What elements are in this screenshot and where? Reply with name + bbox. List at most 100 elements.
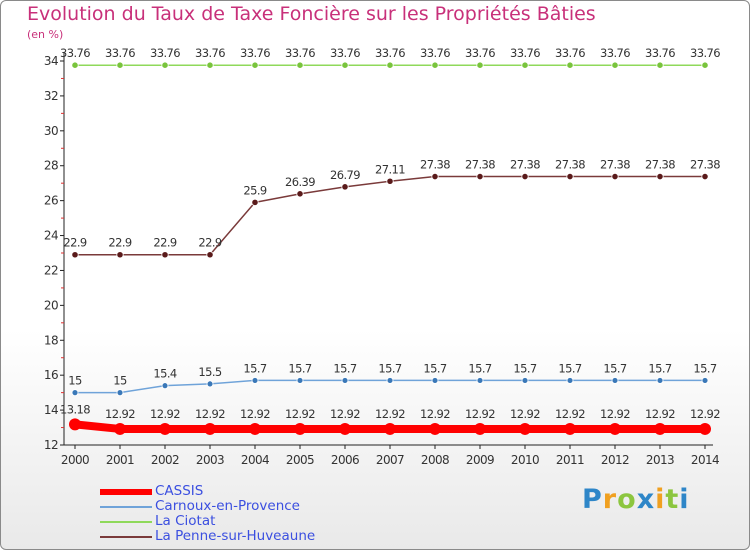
data-label: 27.38 — [465, 158, 495, 172]
data-label: 12.92 — [555, 407, 585, 421]
data-label: 15.7 — [288, 361, 311, 375]
x-tick-label: 2010 — [511, 453, 539, 467]
data-label: 12.92 — [240, 407, 270, 421]
data-point — [71, 389, 79, 397]
data-label: 27.38 — [645, 158, 675, 172]
data-point — [521, 377, 529, 384]
data-point — [566, 61, 574, 69]
data-label: 33.76 — [195, 46, 225, 60]
x-tick-label: 2012 — [601, 453, 629, 467]
data-point — [161, 61, 169, 69]
line-chart: 12 14 16 18 20 22 24 26 28 30 32 34 2000 2001 2002 2003… — [44, 46, 721, 467]
data-point — [609, 422, 621, 435]
data-point — [656, 172, 664, 181]
data-point — [699, 422, 711, 435]
data-label: 33.76 — [420, 46, 450, 60]
data-point — [341, 183, 349, 191]
data-label: 22.9 — [153, 236, 176, 250]
data-point — [566, 377, 574, 384]
data-label: 15.7 — [333, 361, 356, 375]
data-label: 12.92 — [105, 407, 135, 421]
data-point — [656, 377, 664, 384]
data-point — [431, 61, 439, 69]
data-point — [611, 377, 619, 384]
data-point — [206, 61, 214, 69]
brand-logo: Proxiti — [582, 484, 690, 515]
data-point — [564, 422, 576, 435]
data-point — [656, 61, 664, 69]
data-point — [384, 422, 396, 435]
y-tick-label: 14 — [44, 403, 58, 417]
data-point — [476, 172, 484, 181]
data-label: 33.76 — [645, 46, 675, 60]
data-point — [701, 377, 709, 384]
x-tick-label: 2004 — [241, 453, 269, 467]
data-label: 22.9 — [198, 236, 221, 250]
data-point — [116, 389, 124, 397]
data-point — [161, 251, 169, 259]
x-tick-label: 2007 — [376, 453, 404, 467]
data-point — [69, 418, 81, 431]
data-label: 33.76 — [555, 46, 585, 60]
data-label: 12.92 — [690, 407, 720, 421]
data-label: 22.9 — [63, 236, 86, 250]
data-point — [114, 422, 126, 435]
data-label: 12.92 — [330, 407, 360, 421]
x-tick-label: 2005 — [286, 453, 314, 467]
data-point — [71, 251, 79, 259]
unit-label: (en %) — [27, 28, 64, 41]
brand-letter: o — [617, 484, 637, 515]
y-tick-label: 18 — [44, 333, 58, 347]
data-point — [296, 61, 304, 69]
data-label: 15.7 — [558, 361, 581, 375]
data-point — [654, 422, 666, 435]
data-point — [701, 172, 709, 181]
y-tick-label: 12 — [44, 438, 58, 452]
data-point — [386, 61, 394, 69]
data-point — [116, 251, 124, 259]
y-tick-label: 16 — [44, 368, 58, 382]
x-tick-label: 2014 — [691, 453, 719, 467]
x-tick-label: 2003 — [196, 453, 224, 467]
data-point — [251, 61, 259, 69]
x-tick-label: 2008 — [421, 453, 449, 467]
data-point — [206, 251, 214, 259]
data-label: 33.76 — [105, 46, 135, 60]
legend-label: La Penne-sur-Huveaune — [155, 528, 316, 544]
y-tick-label: 28 — [44, 159, 58, 173]
data-point — [431, 377, 439, 384]
data-label: 33.76 — [465, 46, 495, 60]
brand-letter: r — [602, 484, 618, 515]
data-label: 15.7 — [648, 361, 671, 375]
data-label: 12.92 — [420, 407, 450, 421]
x-tick-label: 2009 — [466, 453, 494, 467]
data-point — [341, 377, 349, 384]
data-point — [159, 422, 171, 435]
data-point — [251, 377, 259, 384]
data-label: 33.76 — [690, 46, 720, 60]
data-label: 33.76 — [285, 46, 315, 60]
data-label: 33.76 — [240, 46, 270, 60]
data-point — [339, 422, 351, 435]
data-point — [474, 422, 486, 435]
data-label: 13.18 — [60, 402, 90, 416]
data-label: 27.38 — [420, 158, 450, 172]
data-label: 15.7 — [468, 361, 491, 375]
x-tick-label: 2013 — [646, 453, 674, 467]
data-point — [476, 61, 484, 69]
x-tick-label: 2006 — [331, 453, 359, 467]
data-point — [251, 198, 259, 206]
data-label: 12.92 — [465, 407, 495, 421]
legend-swatch-la-ciotat — [100, 521, 152, 523]
x-tick-label: 2001 — [106, 453, 134, 467]
data-point — [386, 377, 394, 384]
brand-letter: P — [582, 484, 603, 515]
data-label: 12.92 — [510, 407, 540, 421]
data-point — [611, 172, 619, 181]
y-tick-label: 30 — [44, 124, 58, 138]
data-point — [71, 61, 79, 69]
data-point — [341, 61, 349, 69]
data-label: 15 — [113, 374, 127, 388]
data-point — [521, 61, 529, 69]
